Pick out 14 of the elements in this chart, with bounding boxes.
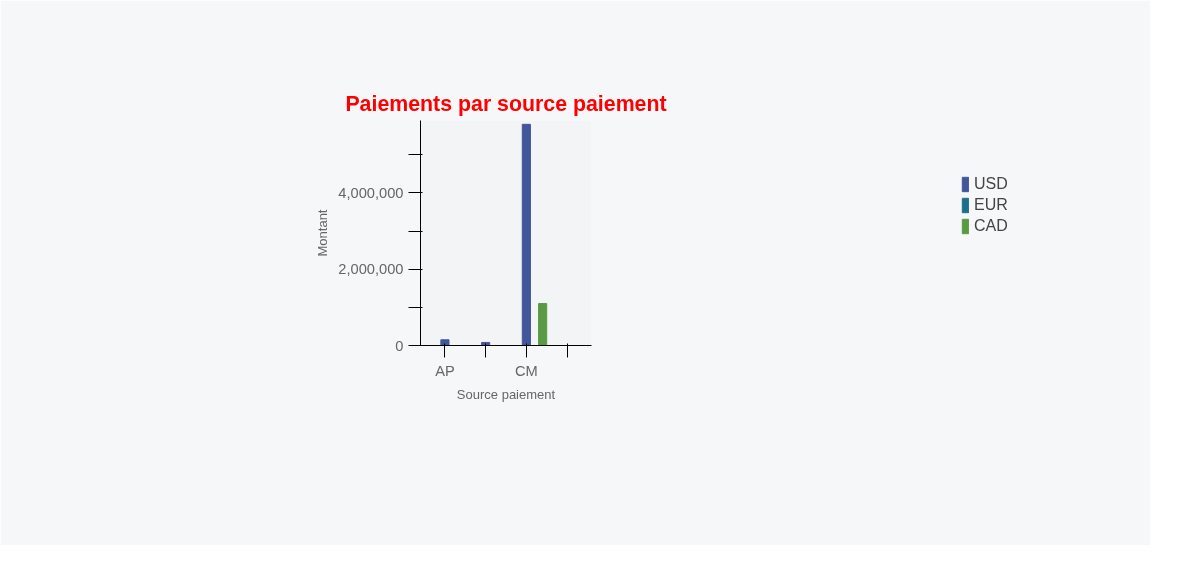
legend-label: CAD <box>974 217 1008 235</box>
bar <box>440 339 450 346</box>
x-axis-title: Source paiement <box>456 386 556 402</box>
y-axis-title: Montant <box>315 209 331 257</box>
legend-label: USD <box>974 175 1008 193</box>
x-tick-label: CM <box>514 362 538 379</box>
x-tick-label: AP <box>435 362 455 379</box>
y-tick-label: 2,000,000 <box>338 261 404 278</box>
y-tick-label: 4,000,000 <box>338 184 404 201</box>
y-tick-label: 0 <box>395 337 404 354</box>
bar <box>538 303 548 346</box>
chart-title: Paiements par source paiement <box>345 91 667 116</box>
bar <box>521 123 531 346</box>
legend-label: EUR <box>974 196 1008 214</box>
